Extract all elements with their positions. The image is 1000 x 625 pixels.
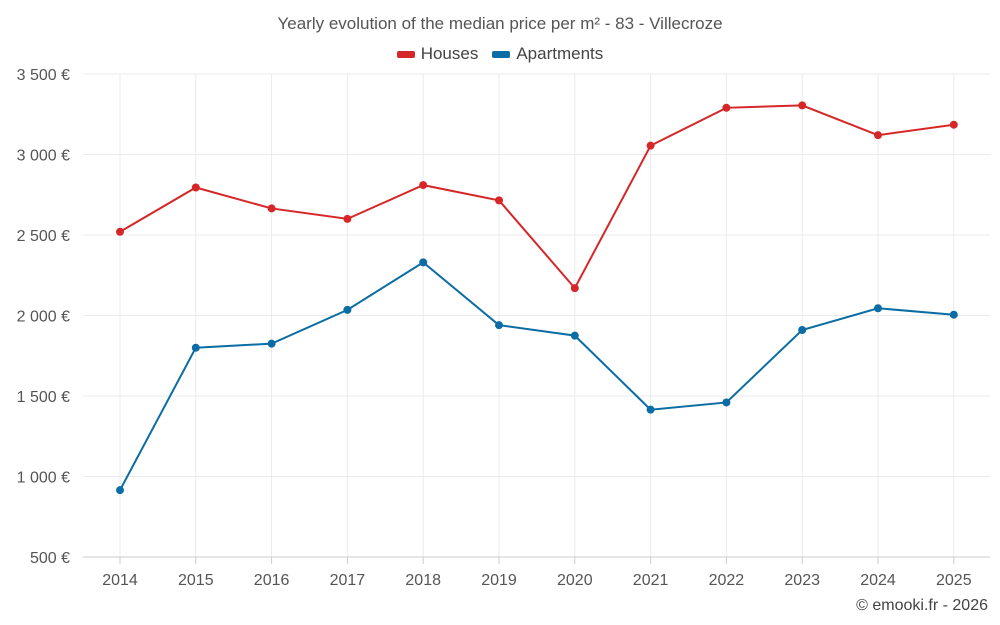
x-tick-label: 2018 [405, 572, 441, 589]
data-point-apartments-2014 [116, 486, 124, 495]
legend-swatch-apartments [492, 50, 511, 58]
x-tick-label: 2017 [330, 572, 366, 589]
y-tick-label: 3 500 € [17, 67, 70, 84]
data-point-houses-2015 [191, 183, 200, 192]
legend-swatch-houses [396, 50, 415, 58]
legend-label-houses: Houses [420, 44, 479, 63]
series-line-houses [119, 104, 954, 290]
data-point-apartments-2023 [798, 325, 807, 334]
x-tick-label: 2020 [557, 572, 593, 589]
data-point-apartments-2016 [267, 339, 276, 348]
data-point-apartments-2017 [343, 305, 352, 314]
data-point-houses-2021 [646, 141, 655, 150]
data-point-houses-2018 [419, 181, 428, 190]
data-point-houses-2024 [874, 131, 882, 140]
credit-text: © emooki.fr - 2026 [856, 597, 988, 614]
x-tick-label: 2023 [784, 572, 820, 589]
data-point-houses-2023 [798, 101, 807, 110]
x-tick-label: 2024 [860, 572, 896, 589]
data-point-apartments-2024 [874, 304, 882, 313]
data-point-apartments-2019 [495, 321, 503, 330]
data-point-apartments-2021 [646, 405, 655, 414]
data-point-houses-2025 [949, 120, 958, 129]
data-point-houses-2016 [267, 204, 276, 213]
data-point-houses-2020 [570, 284, 579, 293]
legend-item-apartments[interactable]: Apartments [492, 44, 603, 64]
data-point-houses-2017 [343, 214, 352, 223]
x-tick-label: 2016 [254, 572, 290, 589]
data-point-houses-2022 [722, 103, 731, 112]
y-tick-label: 500 € [30, 550, 70, 567]
x-tick-label: 2025 [936, 572, 972, 589]
x-tick-label: 2014 [102, 572, 138, 589]
data-point-apartments-2020 [570, 331, 579, 340]
data-point-apartments-2025 [949, 310, 958, 319]
series-line-apartments [119, 261, 954, 491]
data-point-houses-2019 [495, 196, 503, 205]
y-tick-label: 3 000 € [17, 148, 70, 165]
data-point-houses-2014 [116, 227, 124, 236]
y-tick-label: 2 000 € [17, 309, 70, 326]
data-point-apartments-2022 [722, 398, 731, 407]
chart-legend: Houses Apartments [0, 44, 1000, 64]
x-tick-label: 2015 [178, 572, 214, 589]
x-tick-label: 2019 [481, 572, 517, 589]
y-tick-label: 1 000 € [17, 470, 70, 487]
x-tick-label: 2021 [633, 572, 669, 589]
legend-item-houses[interactable]: Houses [396, 44, 479, 64]
chart-title: Yearly evolution of the median price per… [277, 14, 723, 33]
y-tick-label: 2 500 € [17, 228, 70, 245]
data-point-apartments-2015 [191, 343, 200, 352]
data-point-apartments-2018 [419, 258, 428, 267]
legend-label-apartments: Apartments [516, 44, 604, 63]
y-tick-label: 1 500 € [17, 389, 70, 406]
x-tick-label: 2022 [709, 572, 745, 589]
